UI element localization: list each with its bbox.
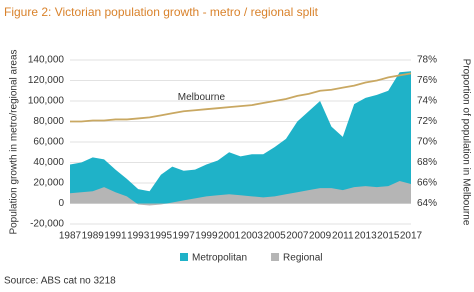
y-tick-label: -20,000: [30, 219, 64, 230]
x-tick-label: 2009: [309, 231, 332, 242]
y-tick-label: 120,000: [28, 75, 65, 86]
legend-label: Regional: [283, 253, 322, 264]
x-tick-label: 2011: [332, 231, 354, 242]
area: [70, 71, 411, 204]
y2-axis-label: Proportion of population in Melbourne: [460, 59, 471, 226]
x-tick-label: 1991: [104, 231, 127, 242]
x-tick-label: 2003: [241, 231, 264, 242]
line: [70, 72, 412, 123]
x-tick-label: 2001: [218, 231, 241, 242]
x-tick-label: 2015: [377, 231, 400, 242]
y-tick-label: 140,000: [28, 55, 65, 66]
legend-swatch: [180, 253, 188, 261]
source-note: Source: ABS cat no 3218: [4, 276, 116, 287]
y-tick-label: 60,000: [33, 137, 64, 148]
x-tick-label: 1995: [150, 231, 173, 242]
y-tick-label: 40,000: [33, 157, 64, 168]
x-tick-label: 2007: [286, 231, 309, 242]
legend-swatch: [271, 253, 280, 261]
area: [70, 180, 411, 206]
y-tick-label: 100,000: [28, 96, 65, 107]
y2-tick-label: 74%: [417, 96, 437, 107]
x-tick-label: 1987: [59, 231, 82, 242]
x-tick-label: 1997: [173, 231, 196, 242]
x-tick-label: 2013: [354, 231, 377, 242]
y-axis-label: Population growth in metro/regional area…: [9, 49, 20, 234]
chart-title: Figure 2: Victorian population growth - …: [4, 5, 319, 19]
y2-tick-label: 78%: [417, 55, 437, 66]
y2-tick-label: 72%: [417, 116, 437, 127]
y-tick-label: 0: [58, 198, 64, 209]
y2-tick-label: 76%: [417, 75, 437, 86]
x-tick-label: 1993: [127, 231, 150, 242]
y2-tick-label: 64%: [417, 198, 437, 209]
line-label: Melbourne: [178, 92, 226, 103]
y-tick-label: 20,000: [33, 178, 64, 189]
y2-tick-label: 66%: [417, 178, 437, 189]
legend-label: Metropolitan: [192, 253, 247, 264]
x-tick-label: 2005: [263, 231, 286, 242]
y-tick-label: 80,000: [33, 116, 64, 127]
y2-tick-label: 70%: [417, 137, 437, 148]
y2-tick-label: 68%: [417, 157, 437, 168]
x-tick-label: 2017: [400, 231, 423, 242]
x-tick-label: 1999: [195, 231, 218, 242]
x-tick-label: 1989: [82, 231, 105, 242]
